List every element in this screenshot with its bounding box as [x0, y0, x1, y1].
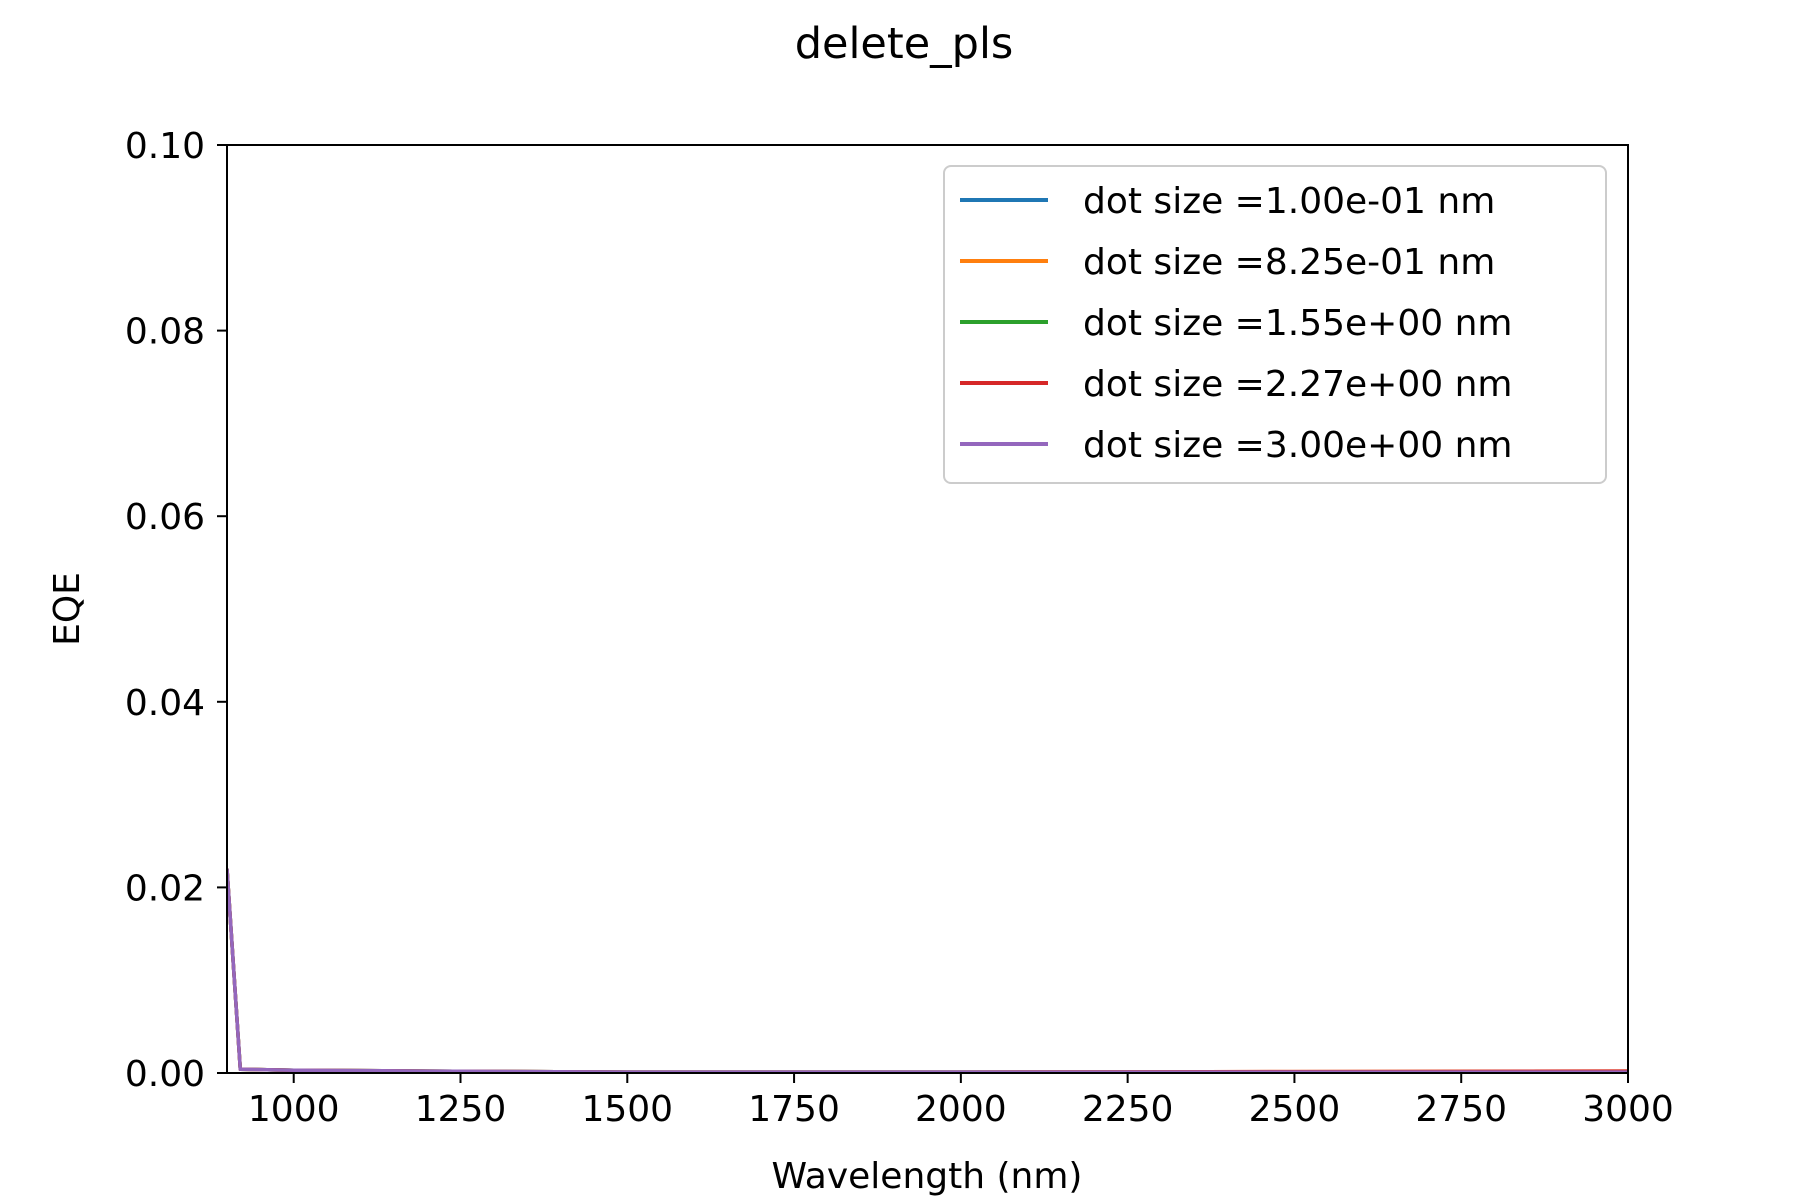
y-tick-label: 0.08 — [125, 312, 205, 353]
x-tick-label: 2750 — [1415, 1089, 1507, 1130]
y-tick-label: 0.02 — [125, 868, 205, 909]
y-tick-label: 0.10 — [125, 126, 205, 167]
x-tick-label: 1250 — [415, 1089, 507, 1130]
legend-label: dot size =1.00e-01 nm — [1083, 181, 1495, 222]
x-tick-label: 1500 — [581, 1089, 673, 1130]
y-axis-label: EQE — [47, 572, 88, 646]
legend-frame — [943, 165, 1607, 484]
x-tick-label: 2500 — [1249, 1089, 1341, 1130]
legend-label: dot size =1.55e+00 nm — [1083, 303, 1512, 344]
plot-frame — [226, 144, 1629, 1074]
legend-label: dot size =3.00e+00 nm — [1083, 425, 1512, 466]
y-tick-label: 0.06 — [125, 497, 205, 538]
x-axis: 1000 1250 1500 1750 2000 2250 2500 2750 3000 — [248, 1073, 1674, 1130]
legend-label: dot size =8.25e-01 nm — [1083, 242, 1495, 283]
x-tick-label: 3000 — [1582, 1089, 1674, 1130]
x-axis-label: Wavelength (nm) — [772, 1156, 1083, 1197]
legend: dot size =1.00e-01 nm dot size =8.25e-01 … — [943, 165, 1607, 484]
x-tick-label: 2000 — [915, 1089, 1007, 1130]
chart-title: delete_pls — [795, 19, 1014, 69]
x-tick-label: 1000 — [248, 1089, 340, 1130]
x-tick-label: 2250 — [1082, 1089, 1174, 1130]
y-tick-label: 0.00 — [125, 1054, 205, 1095]
x-tick-label: 1750 — [748, 1089, 840, 1130]
y-axis: 0.00 0.02 0.04 0.06 0.08 0.10 — [125, 126, 227, 1095]
legend-label: dot size =2.27e+00 nm — [1083, 364, 1512, 405]
y-tick-label: 0.04 — [125, 683, 205, 724]
